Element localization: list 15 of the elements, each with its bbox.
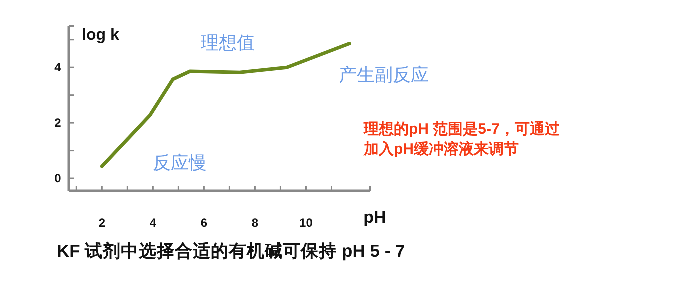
- x-tick-label: 8: [252, 216, 259, 230]
- text: KF 试剂中选择合适的有机碱可保持 pH 5 - 7: [57, 241, 406, 261]
- x-tick-label: 10: [300, 216, 314, 230]
- annotation: 反应慢: [153, 153, 207, 173]
- annotation: 理想的pH 范围是5-7，可通过加入pH缓冲溶液来调节: [364, 120, 561, 160]
- x-axis-title: pH: [364, 208, 386, 227]
- y-axis-title: log k: [82, 27, 120, 44]
- x-tick-label: 4: [150, 216, 157, 230]
- y-tick-label: 0: [54, 172, 62, 186]
- x-tick-label: 6: [200, 216, 208, 230]
- annotation: 理想值: [201, 33, 255, 53]
- annotation: 产生副反应: [339, 65, 429, 85]
- x-tick-label: 2: [98, 216, 106, 230]
- y-tick-label: 4: [54, 60, 62, 75]
- y-tick-label: 2: [54, 116, 62, 130]
